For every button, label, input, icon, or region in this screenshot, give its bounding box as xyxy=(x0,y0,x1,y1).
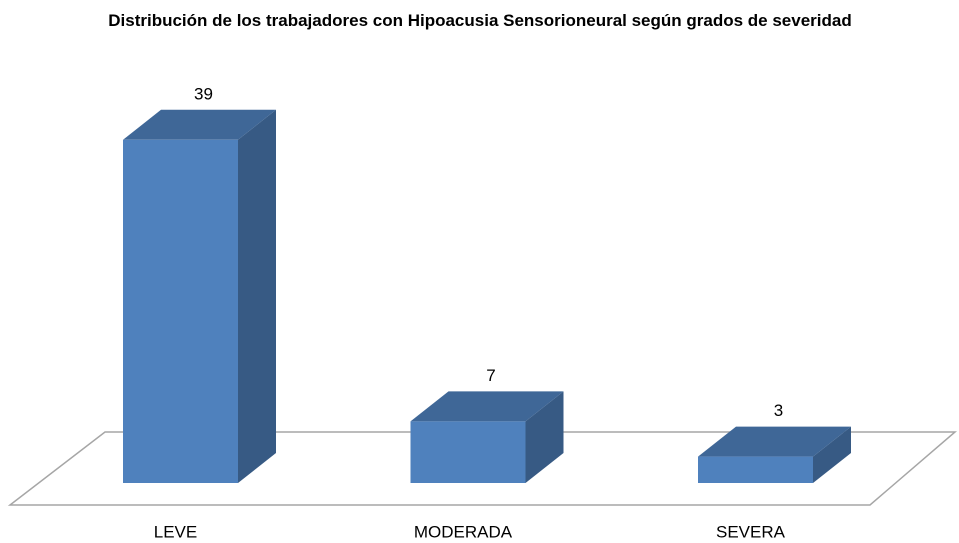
chart-title: Distribución de los trabajadores con Hip… xyxy=(108,11,852,30)
data-label: 3 xyxy=(774,401,783,420)
bar-side xyxy=(813,426,851,483)
bar-top xyxy=(698,426,851,457)
bar xyxy=(410,421,526,483)
bar-top xyxy=(410,391,564,422)
bar xyxy=(123,139,238,484)
bar-side xyxy=(238,109,276,484)
bar-side xyxy=(525,391,564,483)
x-tick-label: LEVE xyxy=(154,522,197,541)
bar-top xyxy=(123,109,276,140)
floor xyxy=(7,431,958,506)
x-tick-label: MODERADA xyxy=(414,522,513,541)
bar xyxy=(698,456,813,483)
x-tick-label: SEVERA xyxy=(716,522,786,541)
data-label: 39 xyxy=(194,84,213,103)
data-label: 7 xyxy=(486,366,495,385)
